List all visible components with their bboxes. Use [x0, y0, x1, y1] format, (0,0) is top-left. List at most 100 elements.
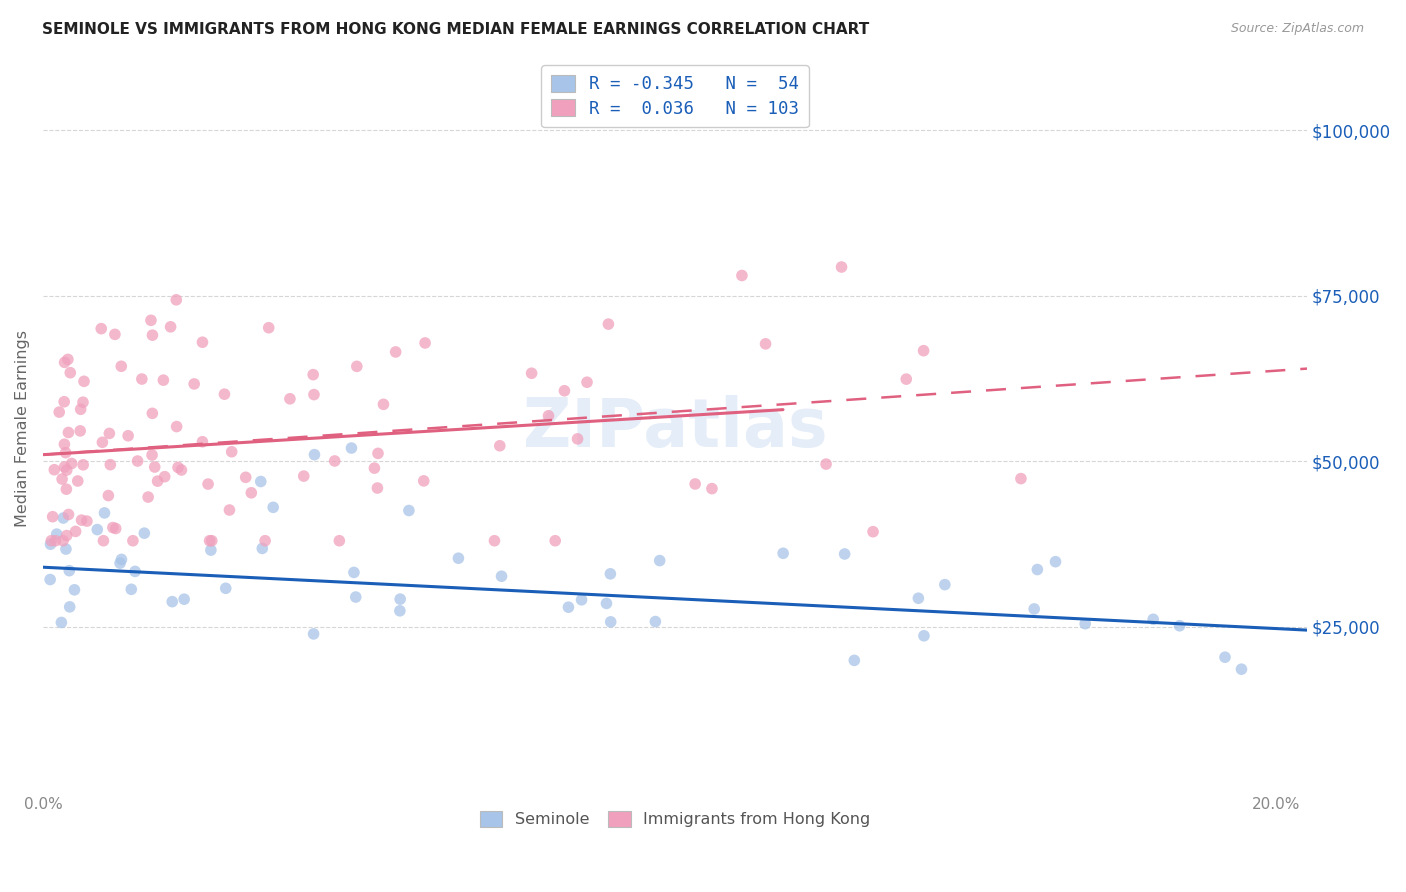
Point: [262, 500, 284, 515]
Point: [51, 615, 73, 630]
Point: [143, 460, 166, 475]
Point: [53, 394, 76, 409]
Point: [240, 485, 263, 500]
Point: [98, 458, 121, 472]
Point: [56, 352, 79, 367]
Point: [292, 469, 315, 483]
Point: [683, 477, 706, 491]
Point: [104, 522, 127, 536]
Point: [69, 424, 91, 438]
Point: [55, 463, 77, 477]
Point: [599, 566, 621, 581]
Point: [198, 533, 221, 548]
Text: ZIPatlas: ZIPatlas: [523, 395, 827, 461]
Point: [91, 435, 114, 450]
Point: [122, 533, 145, 548]
Point: [520, 366, 543, 380]
Point: [58, 564, 80, 578]
Point: [45, 527, 67, 541]
Point: [70, 513, 93, 527]
Point: [218, 503, 240, 517]
Point: [53, 460, 76, 475]
Point: [120, 582, 142, 597]
Point: [166, 419, 188, 434]
Point: [39, 533, 62, 548]
Point: [162, 595, 184, 609]
Point: [59, 366, 82, 380]
Point: [412, 474, 434, 488]
Point: [1024, 602, 1046, 616]
Point: [447, 551, 470, 566]
Point: [755, 336, 778, 351]
Point: [576, 376, 599, 390]
Point: [598, 317, 620, 331]
Point: [567, 432, 589, 446]
Point: [571, 592, 593, 607]
Point: [834, 547, 856, 561]
Point: [117, 429, 139, 443]
Point: [254, 533, 277, 548]
Point: [815, 457, 838, 471]
Point: [1230, 662, 1253, 676]
Point: [221, 444, 243, 458]
Point: [153, 469, 176, 483]
Point: [191, 335, 214, 350]
Point: [59, 599, 82, 614]
Point: [907, 591, 929, 606]
Point: [141, 448, 163, 462]
Point: [363, 461, 385, 475]
Point: [389, 592, 412, 607]
Point: [257, 320, 280, 334]
Point: [772, 546, 794, 560]
Point: [388, 604, 411, 618]
Point: [73, 374, 96, 388]
Point: [302, 627, 325, 641]
Point: [844, 653, 866, 667]
Point: [124, 565, 146, 579]
Point: [304, 448, 326, 462]
Point: [51, 472, 73, 486]
Point: [159, 319, 181, 334]
Point: [896, 372, 918, 386]
Point: [731, 268, 754, 283]
Point: [110, 552, 132, 566]
Point: [252, 541, 274, 556]
Point: [55, 528, 77, 542]
Point: [384, 345, 406, 359]
Text: SEMINOLE VS IMMIGRANTS FROM HONG KONG MEDIAN FEMALE EARNINGS CORRELATION CHART: SEMINOLE VS IMMIGRANTS FROM HONG KONG ME…: [42, 22, 869, 37]
Point: [912, 629, 935, 643]
Point: [55, 445, 77, 459]
Point: [134, 526, 156, 541]
Point: [249, 475, 271, 489]
Point: [141, 328, 163, 343]
Point: [58, 425, 80, 440]
Point: [69, 402, 91, 417]
Point: [235, 470, 257, 484]
Point: [1142, 612, 1164, 626]
Point: [1010, 472, 1032, 486]
Point: [934, 577, 956, 591]
Point: [136, 490, 159, 504]
Point: [1213, 650, 1236, 665]
Point: [60, 457, 83, 471]
Point: [52, 533, 75, 548]
Point: [165, 293, 187, 307]
Point: [1168, 619, 1191, 633]
Point: [183, 376, 205, 391]
Point: [63, 582, 86, 597]
Point: [76, 514, 98, 528]
Point: [55, 542, 77, 557]
Point: [862, 524, 884, 539]
Point: [344, 590, 367, 604]
Text: Source: ZipAtlas.com: Source: ZipAtlas.com: [1230, 22, 1364, 36]
Point: [44, 533, 66, 548]
Point: [58, 508, 80, 522]
Point: [191, 434, 214, 449]
Point: [1074, 616, 1097, 631]
Point: [302, 387, 325, 401]
Point: [139, 313, 162, 327]
Point: [146, 474, 169, 488]
Point: [700, 482, 723, 496]
Point: [644, 615, 666, 629]
Y-axis label: Median Female Earnings: Median Female Earnings: [15, 330, 30, 526]
